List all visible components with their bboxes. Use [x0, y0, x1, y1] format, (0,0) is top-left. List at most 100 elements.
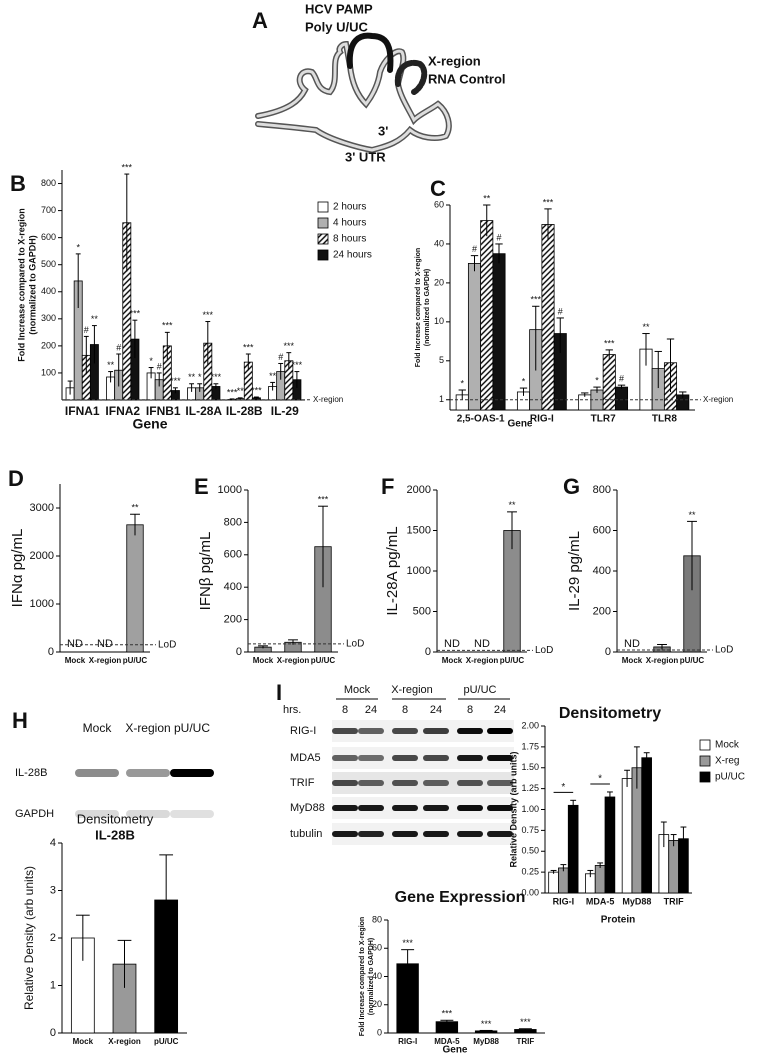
significance-label: *** — [402, 938, 413, 948]
panel-label: B — [10, 171, 26, 196]
error-bar — [593, 386, 601, 393]
x-axis-label: Gene — [507, 419, 532, 430]
row-label: MyD88 — [290, 802, 325, 814]
blot-band — [332, 805, 358, 811]
error-bar — [83, 335, 89, 375]
significance-label: *** — [227, 387, 238, 397]
legend-label: pU/UC — [715, 772, 745, 783]
chart-title: Densitometry — [77, 811, 154, 826]
error-bar — [670, 834, 677, 847]
x-tick-label: Mock — [73, 1037, 94, 1046]
y-tick-label: 1.75 — [521, 741, 539, 751]
group-label: X-region — [391, 684, 433, 696]
legend-swatch — [317, 217, 329, 229]
diagram-label: 3' — [378, 123, 388, 138]
diagram-label: RNA Control — [428, 71, 506, 86]
y-tick-label: 40 — [372, 971, 382, 981]
y-tick-label: 600 — [41, 232, 56, 242]
significance-label: * — [198, 372, 202, 382]
y-axis-label: Relative Density (arb units) — [22, 866, 36, 1010]
reference-label: X-region — [703, 395, 733, 404]
x-tick-label: pU/UC — [311, 656, 336, 665]
significance-label: * — [561, 782, 565, 793]
significance-label: *** — [318, 495, 329, 505]
value-label: ND — [67, 638, 83, 650]
bar — [541, 224, 555, 411]
bar — [567, 804, 579, 894]
error-bar — [519, 387, 528, 396]
bar — [126, 524, 144, 653]
x-tick-label: IL-29 — [271, 404, 299, 418]
legend-swatch — [317, 201, 329, 213]
time-label: 8 — [342, 704, 348, 716]
significance-label: # — [116, 342, 121, 352]
significance-label: # — [496, 232, 501, 242]
blot-band — [75, 810, 119, 818]
blot-band — [423, 728, 449, 734]
bar — [480, 220, 494, 411]
blot-band — [487, 805, 513, 811]
blot-band — [170, 810, 214, 818]
row-label: MDA5 — [290, 752, 321, 764]
x-tick-label: pU/UC — [680, 656, 705, 665]
error-bar — [606, 791, 613, 802]
y-tick-label: 5 — [439, 355, 444, 365]
y-tick-label: 0 — [605, 646, 611, 658]
y-tick-label: 20 — [372, 999, 382, 1009]
significance-label: # — [472, 244, 477, 254]
significance-label: *** — [130, 309, 141, 319]
error-bar — [213, 383, 219, 390]
significance-label: # — [157, 361, 162, 371]
error-bar — [278, 362, 284, 380]
error-bar — [680, 826, 687, 851]
bar — [467, 263, 482, 411]
reference-label: X-region — [313, 395, 343, 404]
y-tick-label: 10 — [434, 316, 444, 326]
reference-label: LoD — [535, 645, 553, 656]
diagram-label: X-region — [428, 53, 481, 68]
x-tick-label: IFNA1 — [65, 404, 100, 418]
time-label: 8 — [467, 704, 473, 716]
blot-band — [358, 831, 384, 837]
x-tick-label: 2,5-OAS-1 — [457, 414, 505, 425]
diagram-label: 3' UTR — [345, 149, 386, 164]
error-bar — [687, 520, 697, 591]
error-bar — [116, 353, 122, 387]
x-tick-label: pU/UC — [154, 1037, 179, 1046]
reference-label: LoD — [715, 645, 733, 656]
panel-label: D — [8, 466, 24, 491]
x-tick-label: MDA-5 — [586, 896, 615, 906]
blot-band — [332, 755, 358, 761]
error-bar — [75, 253, 81, 308]
bar — [604, 796, 616, 894]
blot-band — [457, 805, 483, 811]
error-bar — [597, 862, 604, 868]
lane-label: pU/UC — [174, 721, 210, 735]
x-tick-label: Mock — [65, 656, 86, 665]
row-label: TRIF — [290, 777, 315, 789]
error-bar — [470, 255, 479, 272]
error-bar — [587, 869, 594, 878]
y-tick-label: 0 — [48, 646, 54, 658]
y-tick-label: 1500 — [407, 524, 431, 536]
y-tick-label: 400 — [224, 581, 242, 593]
significance-label: *** — [162, 321, 173, 331]
significance-label: *** — [530, 295, 541, 305]
y-tick-label: 0 — [236, 646, 242, 658]
error-bar — [132, 319, 138, 359]
significance-label: *** — [292, 360, 303, 370]
y-tick-label: 1000 — [407, 565, 431, 577]
error-bar — [270, 381, 276, 391]
x-tick-label: pU/UC — [500, 656, 525, 665]
group-label: Mock — [344, 684, 371, 696]
blot-band — [487, 780, 513, 786]
significance-label: ** — [188, 372, 196, 382]
bar — [621, 778, 633, 894]
blot-band — [392, 728, 418, 734]
significance-label: ** — [508, 500, 516, 510]
legend-label: 8 hours — [333, 234, 366, 245]
bar — [492, 253, 506, 411]
y-tick-label: 1.25 — [521, 783, 539, 793]
significance-label: * — [522, 376, 526, 386]
value-label: ND — [97, 638, 113, 650]
